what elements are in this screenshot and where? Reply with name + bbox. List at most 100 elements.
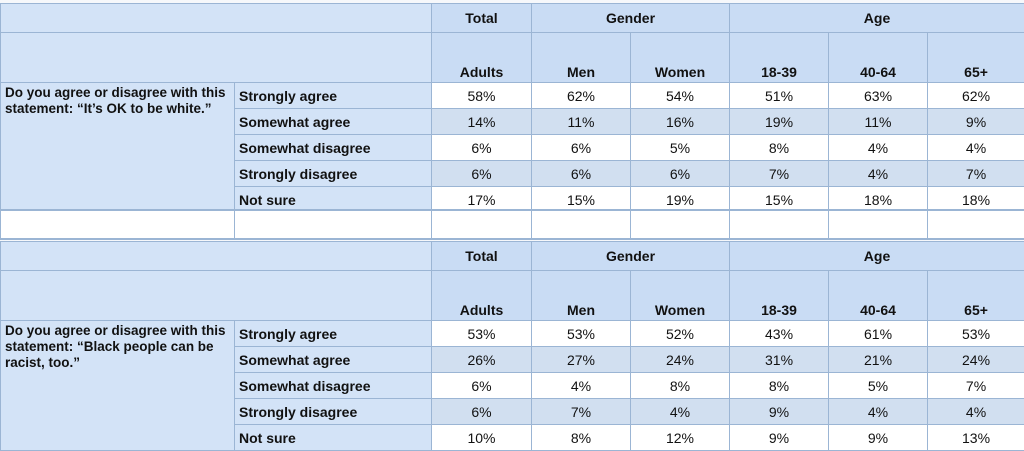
header-age-18-39: 18-39 [730, 271, 829, 321]
header-adults: Adults [432, 33, 532, 83]
question-text: Do you agree or disagree with this state… [1, 83, 235, 213]
cell-value: 9% [928, 109, 1024, 135]
header-age: Age [730, 242, 1024, 271]
cell-value: 11% [532, 109, 631, 135]
cell-value: 24% [631, 347, 730, 373]
cell-value: 6% [532, 161, 631, 187]
header-row-sub: Adults Men Women 18-39 40-64 65+ [1, 271, 1024, 321]
spacer-cell [432, 210, 532, 239]
row-label: Strongly disagree [235, 399, 432, 425]
cell-value: 7% [928, 373, 1024, 399]
header-blank [1, 271, 432, 321]
header-blank [1, 4, 432, 33]
row-label: Strongly agree [235, 321, 432, 347]
cell-value: 52% [631, 321, 730, 347]
cell-value: 6% [432, 399, 532, 425]
header-women: Women [631, 271, 730, 321]
cell-value: 9% [829, 425, 928, 451]
spacer-cell [928, 210, 1024, 239]
cell-value: 62% [928, 83, 1024, 109]
row-label: Somewhat agree [235, 109, 432, 135]
cell-value: 43% [730, 321, 829, 347]
cell-value: 63% [829, 83, 928, 109]
header-row-top: Total Gender Age [1, 242, 1024, 271]
cell-value: 7% [730, 161, 829, 187]
cell-value: 11% [829, 109, 928, 135]
cell-value: 4% [532, 373, 631, 399]
table-row: Do you agree or disagree with this state… [1, 83, 1024, 109]
cell-value: 8% [730, 373, 829, 399]
cell-value: 8% [532, 425, 631, 451]
spacer-cell [1, 210, 235, 239]
cell-value: 27% [532, 347, 631, 373]
header-age-65-plus: 65+ [928, 271, 1024, 321]
cell-value: 8% [631, 373, 730, 399]
header-age-40-64: 40-64 [829, 271, 928, 321]
cell-value: 8% [730, 135, 829, 161]
cell-value: 5% [631, 135, 730, 161]
cell-value: 6% [432, 135, 532, 161]
cell-value: 6% [432, 373, 532, 399]
header-age: Age [730, 4, 1024, 33]
crosstab-table-1: Total Gender Age Adults Men Women 18-39 … [0, 3, 1024, 213]
cell-value: 10% [432, 425, 532, 451]
cell-value: 4% [829, 399, 928, 425]
spacer-cell [235, 210, 432, 239]
cell-value: 58% [432, 83, 532, 109]
header-age-40-64: 40-64 [829, 33, 928, 83]
row-label: Strongly agree [235, 83, 432, 109]
cell-value: 54% [631, 83, 730, 109]
spacer-cell [532, 210, 631, 239]
cell-value: 53% [928, 321, 1024, 347]
cell-value: 24% [928, 347, 1024, 373]
header-age-18-39: 18-39 [730, 33, 829, 83]
cell-value: 6% [532, 135, 631, 161]
cell-value: 13% [928, 425, 1024, 451]
row-label: Somewhat disagree [235, 135, 432, 161]
cell-value: 6% [631, 161, 730, 187]
cell-value: 53% [432, 321, 532, 347]
crosstab-table-2: Total Gender Age Adults Men Women 18-39 … [0, 241, 1024, 451]
cell-value: 16% [631, 109, 730, 135]
spacer-row [0, 209, 1024, 240]
row-label: Somewhat disagree [235, 373, 432, 399]
cell-value: 4% [829, 135, 928, 161]
row-label: Strongly disagree [235, 161, 432, 187]
cell-value: 61% [829, 321, 928, 347]
header-blank [1, 33, 432, 83]
cell-value: 4% [631, 399, 730, 425]
table-row: Do you agree or disagree with this state… [1, 321, 1024, 347]
cell-value: 9% [730, 399, 829, 425]
cell-value: 53% [532, 321, 631, 347]
cell-value: 5% [829, 373, 928, 399]
header-men: Men [532, 33, 631, 83]
cell-value: 31% [730, 347, 829, 373]
header-total: Total [432, 4, 532, 33]
cell-value: 21% [829, 347, 928, 373]
cell-value: 4% [928, 399, 1024, 425]
cell-value: 19% [730, 109, 829, 135]
cell-value: 62% [532, 83, 631, 109]
spacer-cell [631, 210, 730, 239]
row-label: Not sure [235, 425, 432, 451]
spacer-cell [829, 210, 928, 239]
spacer-cell [730, 210, 829, 239]
header-blank [1, 242, 432, 271]
row-label: Somewhat agree [235, 347, 432, 373]
cell-value: 4% [829, 161, 928, 187]
question-text: Do you agree or disagree with this state… [1, 321, 235, 451]
header-men: Men [532, 271, 631, 321]
header-women: Women [631, 33, 730, 83]
cell-value: 6% [432, 161, 532, 187]
header-gender: Gender [532, 242, 730, 271]
cell-value: 4% [928, 135, 1024, 161]
cell-value: 14% [432, 109, 532, 135]
header-adults: Adults [432, 271, 532, 321]
cell-value: 7% [532, 399, 631, 425]
cell-value: 9% [730, 425, 829, 451]
cell-value: 12% [631, 425, 730, 451]
header-row-sub: Adults Men Women 18-39 40-64 65+ [1, 33, 1024, 83]
cell-value: 7% [928, 161, 1024, 187]
cell-value: 26% [432, 347, 532, 373]
